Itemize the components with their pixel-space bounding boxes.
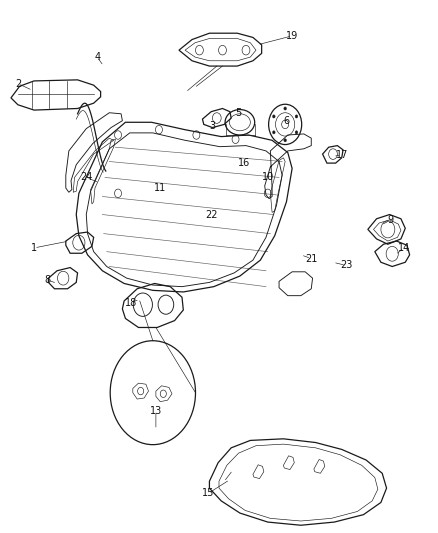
Text: 18: 18	[125, 297, 137, 308]
Text: 13: 13	[150, 406, 162, 416]
Text: 14: 14	[398, 243, 410, 253]
Text: 22: 22	[205, 209, 217, 220]
Text: 23: 23	[340, 261, 352, 270]
Text: 1: 1	[31, 243, 37, 253]
Circle shape	[295, 115, 298, 118]
Circle shape	[295, 131, 298, 134]
Text: 9: 9	[388, 215, 394, 225]
Text: 24: 24	[80, 172, 92, 182]
Text: 10: 10	[261, 172, 274, 182]
Circle shape	[272, 131, 275, 134]
Circle shape	[284, 139, 286, 142]
Text: 5: 5	[236, 108, 242, 118]
Circle shape	[272, 115, 275, 118]
Circle shape	[284, 107, 286, 110]
Text: 19: 19	[286, 31, 298, 41]
Text: 11: 11	[154, 183, 166, 193]
Text: 4: 4	[94, 52, 100, 62]
Text: 15: 15	[202, 488, 214, 498]
Text: 2: 2	[15, 78, 21, 88]
Text: 21: 21	[305, 254, 318, 263]
Text: 17: 17	[336, 150, 348, 160]
Text: 6: 6	[283, 116, 290, 126]
Text: 3: 3	[209, 121, 215, 131]
Text: 8: 8	[44, 274, 50, 285]
Text: 16: 16	[238, 158, 251, 168]
